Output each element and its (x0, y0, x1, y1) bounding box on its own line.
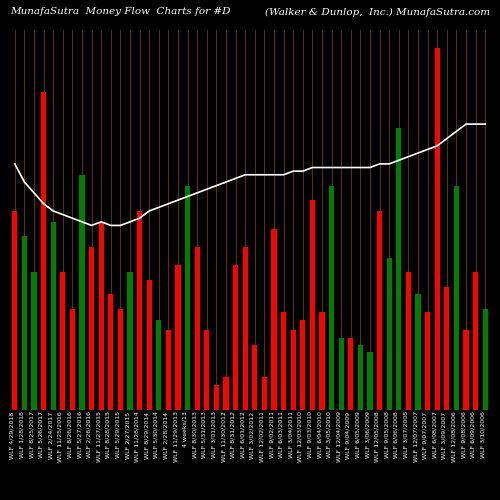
Bar (386, 258, 392, 410)
Bar (32, 272, 36, 410)
Bar (454, 186, 459, 410)
Bar (89, 247, 94, 410)
Bar (80, 175, 84, 410)
Bar (329, 186, 334, 410)
Bar (242, 247, 248, 410)
Bar (12, 211, 18, 410)
Bar (300, 320, 306, 410)
Bar (396, 128, 402, 410)
Bar (434, 48, 440, 410)
Bar (176, 265, 180, 410)
Bar (290, 330, 296, 410)
Bar (473, 272, 478, 410)
Bar (60, 272, 66, 410)
Bar (156, 320, 162, 410)
Text: MunafaSutra  Money Flow  Charts for #D: MunafaSutra Money Flow Charts for #D (10, 8, 230, 16)
Bar (166, 330, 171, 410)
Bar (377, 211, 382, 410)
Bar (146, 280, 152, 410)
Bar (416, 294, 420, 410)
Bar (338, 338, 344, 410)
Bar (444, 287, 450, 410)
Bar (224, 378, 228, 410)
Bar (272, 229, 276, 410)
Bar (128, 272, 132, 410)
Bar (108, 294, 114, 410)
Bar (358, 345, 363, 410)
Bar (281, 312, 286, 410)
Bar (233, 265, 238, 410)
Bar (50, 222, 56, 410)
Bar (252, 345, 258, 410)
Bar (406, 272, 411, 410)
Bar (194, 247, 200, 410)
Bar (70, 308, 75, 410)
Bar (310, 200, 315, 410)
Bar (425, 312, 430, 410)
Bar (41, 92, 46, 410)
Bar (98, 222, 104, 410)
Bar (482, 308, 488, 410)
Bar (464, 330, 468, 410)
Bar (320, 312, 324, 410)
Bar (204, 330, 210, 410)
Text: (Walker & Dunlop,  Inc.) MunafaSutra.com: (Walker & Dunlop, Inc.) MunafaSutra.com (265, 8, 490, 16)
Bar (262, 378, 267, 410)
Bar (137, 211, 142, 410)
Bar (22, 236, 27, 410)
Bar (185, 186, 190, 410)
Bar (214, 384, 219, 410)
Bar (348, 338, 354, 410)
Bar (368, 352, 372, 410)
Bar (118, 308, 123, 410)
